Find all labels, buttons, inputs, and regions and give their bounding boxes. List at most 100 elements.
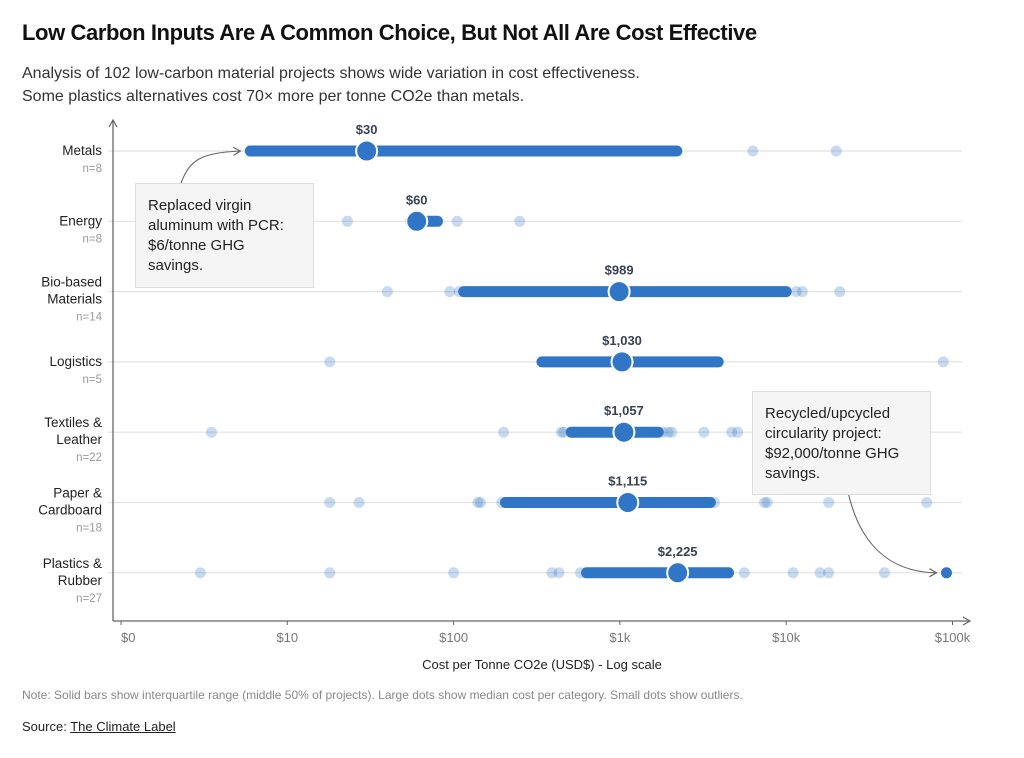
category-count: n=8 <box>82 163 102 175</box>
outlier-dot <box>937 356 949 368</box>
median-dot <box>612 420 636 444</box>
highlight-dot <box>244 145 256 157</box>
chart-subtitle: Analysis of 102 low-carbon material proj… <box>22 62 640 108</box>
callout-line: savings. <box>765 465 821 482</box>
callout-line: $6/tonne GHG <box>148 237 245 254</box>
x-axis-title: Cost per Tonne CO2e (USD$) - Log scale <box>422 657 662 672</box>
outlier-dot <box>448 567 460 579</box>
category-count: n=27 <box>76 593 102 605</box>
axis-layer: $0 $10 $100 $1k $10k $100k Cost per Tonne CO2e… <box>108 118 972 672</box>
callout-line: Recycled/upcycled <box>765 405 891 422</box>
category-label: Plastics & <box>43 556 102 571</box>
outlier-dot <box>823 567 835 579</box>
category-count: n=14 <box>76 312 103 324</box>
median-dot <box>666 561 690 585</box>
callout-line: circularity project: <box>765 425 882 442</box>
chart-svg: $0 $10 $100 $1k $10k $100k Cost per Tonne CO2e… <box>38 118 972 672</box>
outlier-dot <box>814 567 826 579</box>
outlier-dot <box>830 145 842 157</box>
outlier-dot <box>353 497 365 508</box>
median-dot <box>355 139 379 163</box>
outlier-dot <box>726 426 738 438</box>
highlight-dot <box>940 567 952 579</box>
outlier-dot <box>796 286 808 298</box>
median-label: $1,115 <box>608 474 647 489</box>
category-count: n=22 <box>76 452 102 464</box>
outlier-dot <box>823 497 835 508</box>
category-label: Rubber <box>58 573 103 588</box>
outlier-dot <box>444 286 456 298</box>
median-label: $1,057 <box>604 403 644 418</box>
x-tick-label: $100k <box>935 630 971 645</box>
median-dot <box>610 350 634 374</box>
outlier-dot <box>472 497 484 508</box>
outlier-dot <box>474 497 486 508</box>
category-count: n=8 <box>82 233 102 245</box>
category-label: Leather <box>56 432 102 447</box>
annotation-layer <box>180 146 938 578</box>
source-link[interactable]: The Climate Label <box>70 719 176 734</box>
outlier-dot <box>194 567 206 579</box>
outlier-dot <box>834 286 846 298</box>
median-dot <box>616 491 640 514</box>
outlier-dot <box>514 215 526 227</box>
outlier-dot <box>324 497 336 508</box>
outlier-dot <box>761 497 773 508</box>
category-label: Logistics <box>49 354 102 369</box>
chart-title: Low Carbon Inputs Are A Common Choice, B… <box>22 20 757 45</box>
x-tick-label: $0 <box>121 630 135 645</box>
median-label: $989 <box>605 263 634 278</box>
median-label: $60 <box>406 192 428 207</box>
outlier-dot <box>324 356 336 368</box>
x-tick-label: $100 <box>439 630 468 645</box>
category-count: n=5 <box>82 374 102 386</box>
outlier-dot <box>732 426 744 438</box>
median-label: $30 <box>356 122 378 137</box>
median-label: $1,030 <box>602 333 642 348</box>
category-label: Bio-based <box>41 275 102 290</box>
median-dot <box>405 209 429 233</box>
callout-line: Replaced virgin <box>148 197 252 214</box>
footnote: Note: Solid bars show interquartile rang… <box>22 688 743 702</box>
category-label: Materials <box>47 292 102 307</box>
outlier-dot <box>553 567 565 579</box>
outlier-dot <box>205 426 217 438</box>
x-tick-label: $10 <box>276 630 298 645</box>
outlier-dot <box>546 567 558 579</box>
outlier-dot <box>921 497 933 508</box>
source-prefix: Source: <box>22 719 71 734</box>
outlier-dot <box>790 286 802 298</box>
outlier-dot <box>662 426 674 438</box>
annotation-callout-metals: Replaced virgin aluminum with PCR: $6/tonn… <box>135 183 314 288</box>
x-tick-label: $1k <box>609 630 630 645</box>
annotation-callout-plastics: Recycled/upcycled circularity project: $92… <box>752 391 931 495</box>
outlier-dot <box>451 215 463 227</box>
outlier-dot <box>758 497 770 508</box>
category-label: Metals <box>62 143 102 158</box>
median-label: $2,225 <box>658 544 698 559</box>
source-line: Source: The Climate Label <box>22 719 176 734</box>
x-tick-label: $10k <box>772 630 801 645</box>
outlier-dot <box>738 567 750 579</box>
category-label: Cardboard <box>38 503 102 518</box>
data-layer <box>194 139 952 585</box>
callout-line: aluminum with PCR: <box>148 217 284 234</box>
category-label: Paper & <box>53 486 102 501</box>
category-count: n=18 <box>76 523 102 535</box>
annotation-arrow-metals <box>180 146 242 184</box>
outlier-dot <box>555 426 567 438</box>
category-label: Textiles & <box>44 415 102 430</box>
outlier-dot <box>381 286 393 298</box>
outlier-dot <box>324 567 336 579</box>
outlier-dot <box>747 145 759 157</box>
subtitle-line-1: Analysis of 102 low-carbon material proj… <box>22 65 640 82</box>
label-layer: Metals n=8 $30 Energy n=8 $60 Bio-based Materia… <box>38 122 697 605</box>
outlier-dot <box>498 426 510 438</box>
annotation-arrow-plastics <box>847 491 938 578</box>
outlier-dot <box>698 426 710 438</box>
callout-line: $92,000/tonne GHG <box>765 445 900 462</box>
outlier-dot <box>666 426 678 438</box>
outlier-dot <box>787 567 799 579</box>
category-label: Energy <box>59 213 102 228</box>
callout-line: savings. <box>148 257 204 274</box>
